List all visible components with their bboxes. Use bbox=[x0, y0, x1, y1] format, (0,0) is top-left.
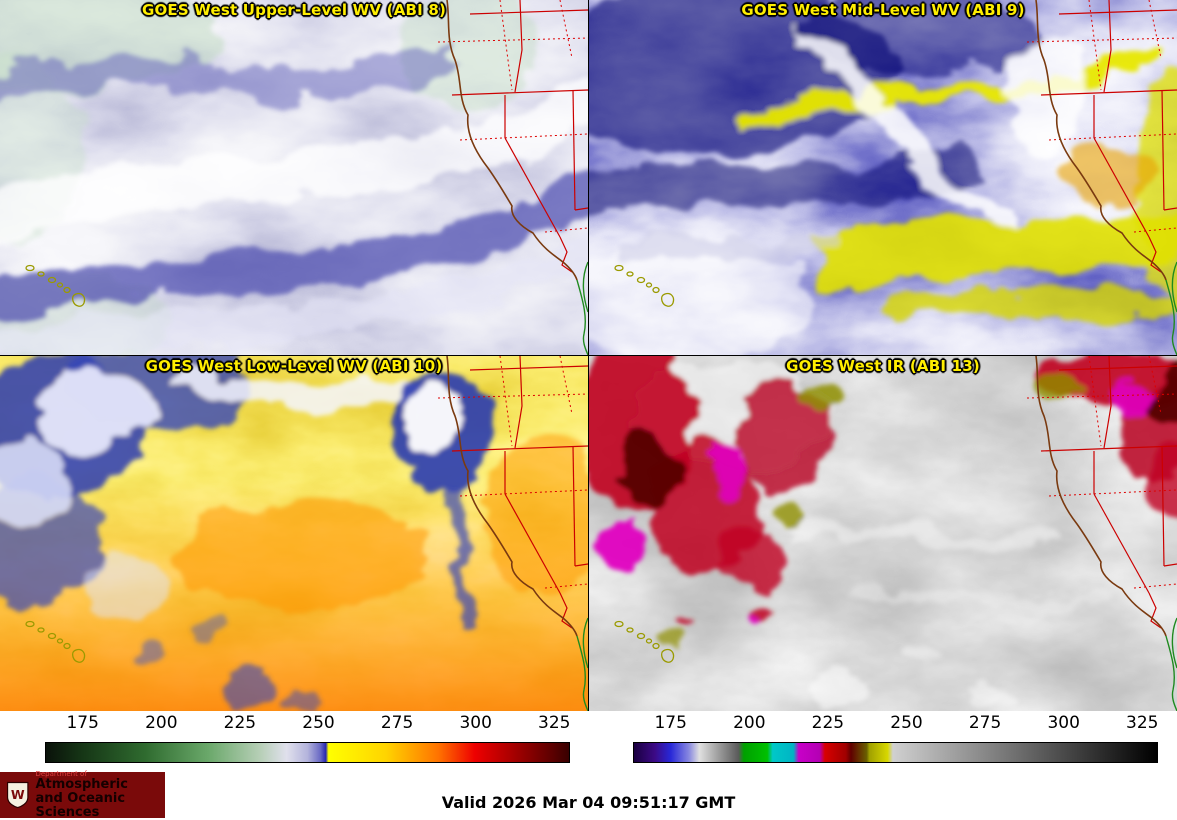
uw-crest-icon: W bbox=[6, 781, 29, 809]
colorbar-tick-label: 300 bbox=[1047, 713, 1080, 733]
colorbar-tick-label: 175 bbox=[654, 713, 687, 733]
colorbar-tick-label: 275 bbox=[968, 713, 1002, 733]
colorbar-ir-ticks: 175 200 225 250 275 300 325 bbox=[633, 713, 1158, 737]
panel-ir: GOES West IR (ABI 13) bbox=[589, 356, 1177, 711]
logo-text: Department of Atmospheric and Oceanic Sc… bbox=[35, 769, 159, 820]
colorbar-section: 175 200 225 250 275 300 325 175 200 225 250 275 300… bbox=[0, 711, 1177, 770]
panel-mid-level-wv: GOES West Mid-Level WV (ABI 9) bbox=[589, 0, 1177, 355]
colorbar-ir: 175 200 225 250 275 300 325 bbox=[588, 711, 1176, 770]
upper-level-wv-image bbox=[0, 0, 588, 355]
aos-department-logo: W Department of Atmospheric and Oceanic … bbox=[0, 769, 165, 820]
colorbar-tick-label: 325 bbox=[538, 713, 571, 733]
colorbar-tick-label: 325 bbox=[1126, 713, 1159, 733]
colorbar-wv-ticks: 175 200 225 250 275 300 325 bbox=[45, 713, 570, 737]
mid-level-wv-image bbox=[589, 0, 1177, 355]
crest-letter: W bbox=[11, 787, 25, 802]
colorbar-tick-label: 225 bbox=[811, 713, 845, 733]
colorbar-ir-gradient bbox=[633, 742, 1158, 763]
ir-image bbox=[589, 356, 1177, 711]
low-level-wv-image bbox=[0, 356, 588, 711]
colorbar-tick-label: 250 bbox=[890, 713, 923, 733]
panel-upper-level-wv: GOES West Upper-Level WV (ABI 8) bbox=[0, 0, 588, 355]
colorbar-tick-label: 275 bbox=[380, 713, 414, 733]
logo-line2: and Oceanic Sciences bbox=[35, 790, 126, 820]
colorbar-wv-gradient bbox=[45, 742, 570, 763]
colorbar-tick-label: 250 bbox=[302, 713, 335, 733]
valid-time-label: Valid 2026 Mar 04 09:51:17 GMT bbox=[441, 793, 736, 812]
colorbar-tick-label: 175 bbox=[66, 713, 99, 733]
logo-dept-line: Department of bbox=[35, 769, 87, 778]
satellite-quad-grid: GOES West Upper-Level WV (ABI 8) GOES We bbox=[0, 0, 1177, 711]
colorbar-tick-label: 225 bbox=[223, 713, 257, 733]
mid-wv-cloud-features bbox=[589, 0, 1177, 355]
colorbar-tick-label: 300 bbox=[459, 713, 492, 733]
logo-line1: Atmospheric bbox=[35, 777, 128, 793]
colorbar-tick-label: 200 bbox=[733, 713, 766, 733]
upper-wv-cloud-features bbox=[0, 0, 588, 355]
colorbar-wv: 175 200 225 250 275 300 325 bbox=[0, 711, 588, 770]
colorbar-tick-label: 200 bbox=[145, 713, 178, 733]
low-wv-cloud-features bbox=[0, 356, 588, 711]
footer: W Department of Atmospheric and Oceanic … bbox=[0, 770, 1177, 820]
panel-low-level-wv: GOES West Low-Level WV (ABI 10) bbox=[0, 356, 588, 711]
ir-enhanced-cloud-features bbox=[589, 356, 1177, 706]
